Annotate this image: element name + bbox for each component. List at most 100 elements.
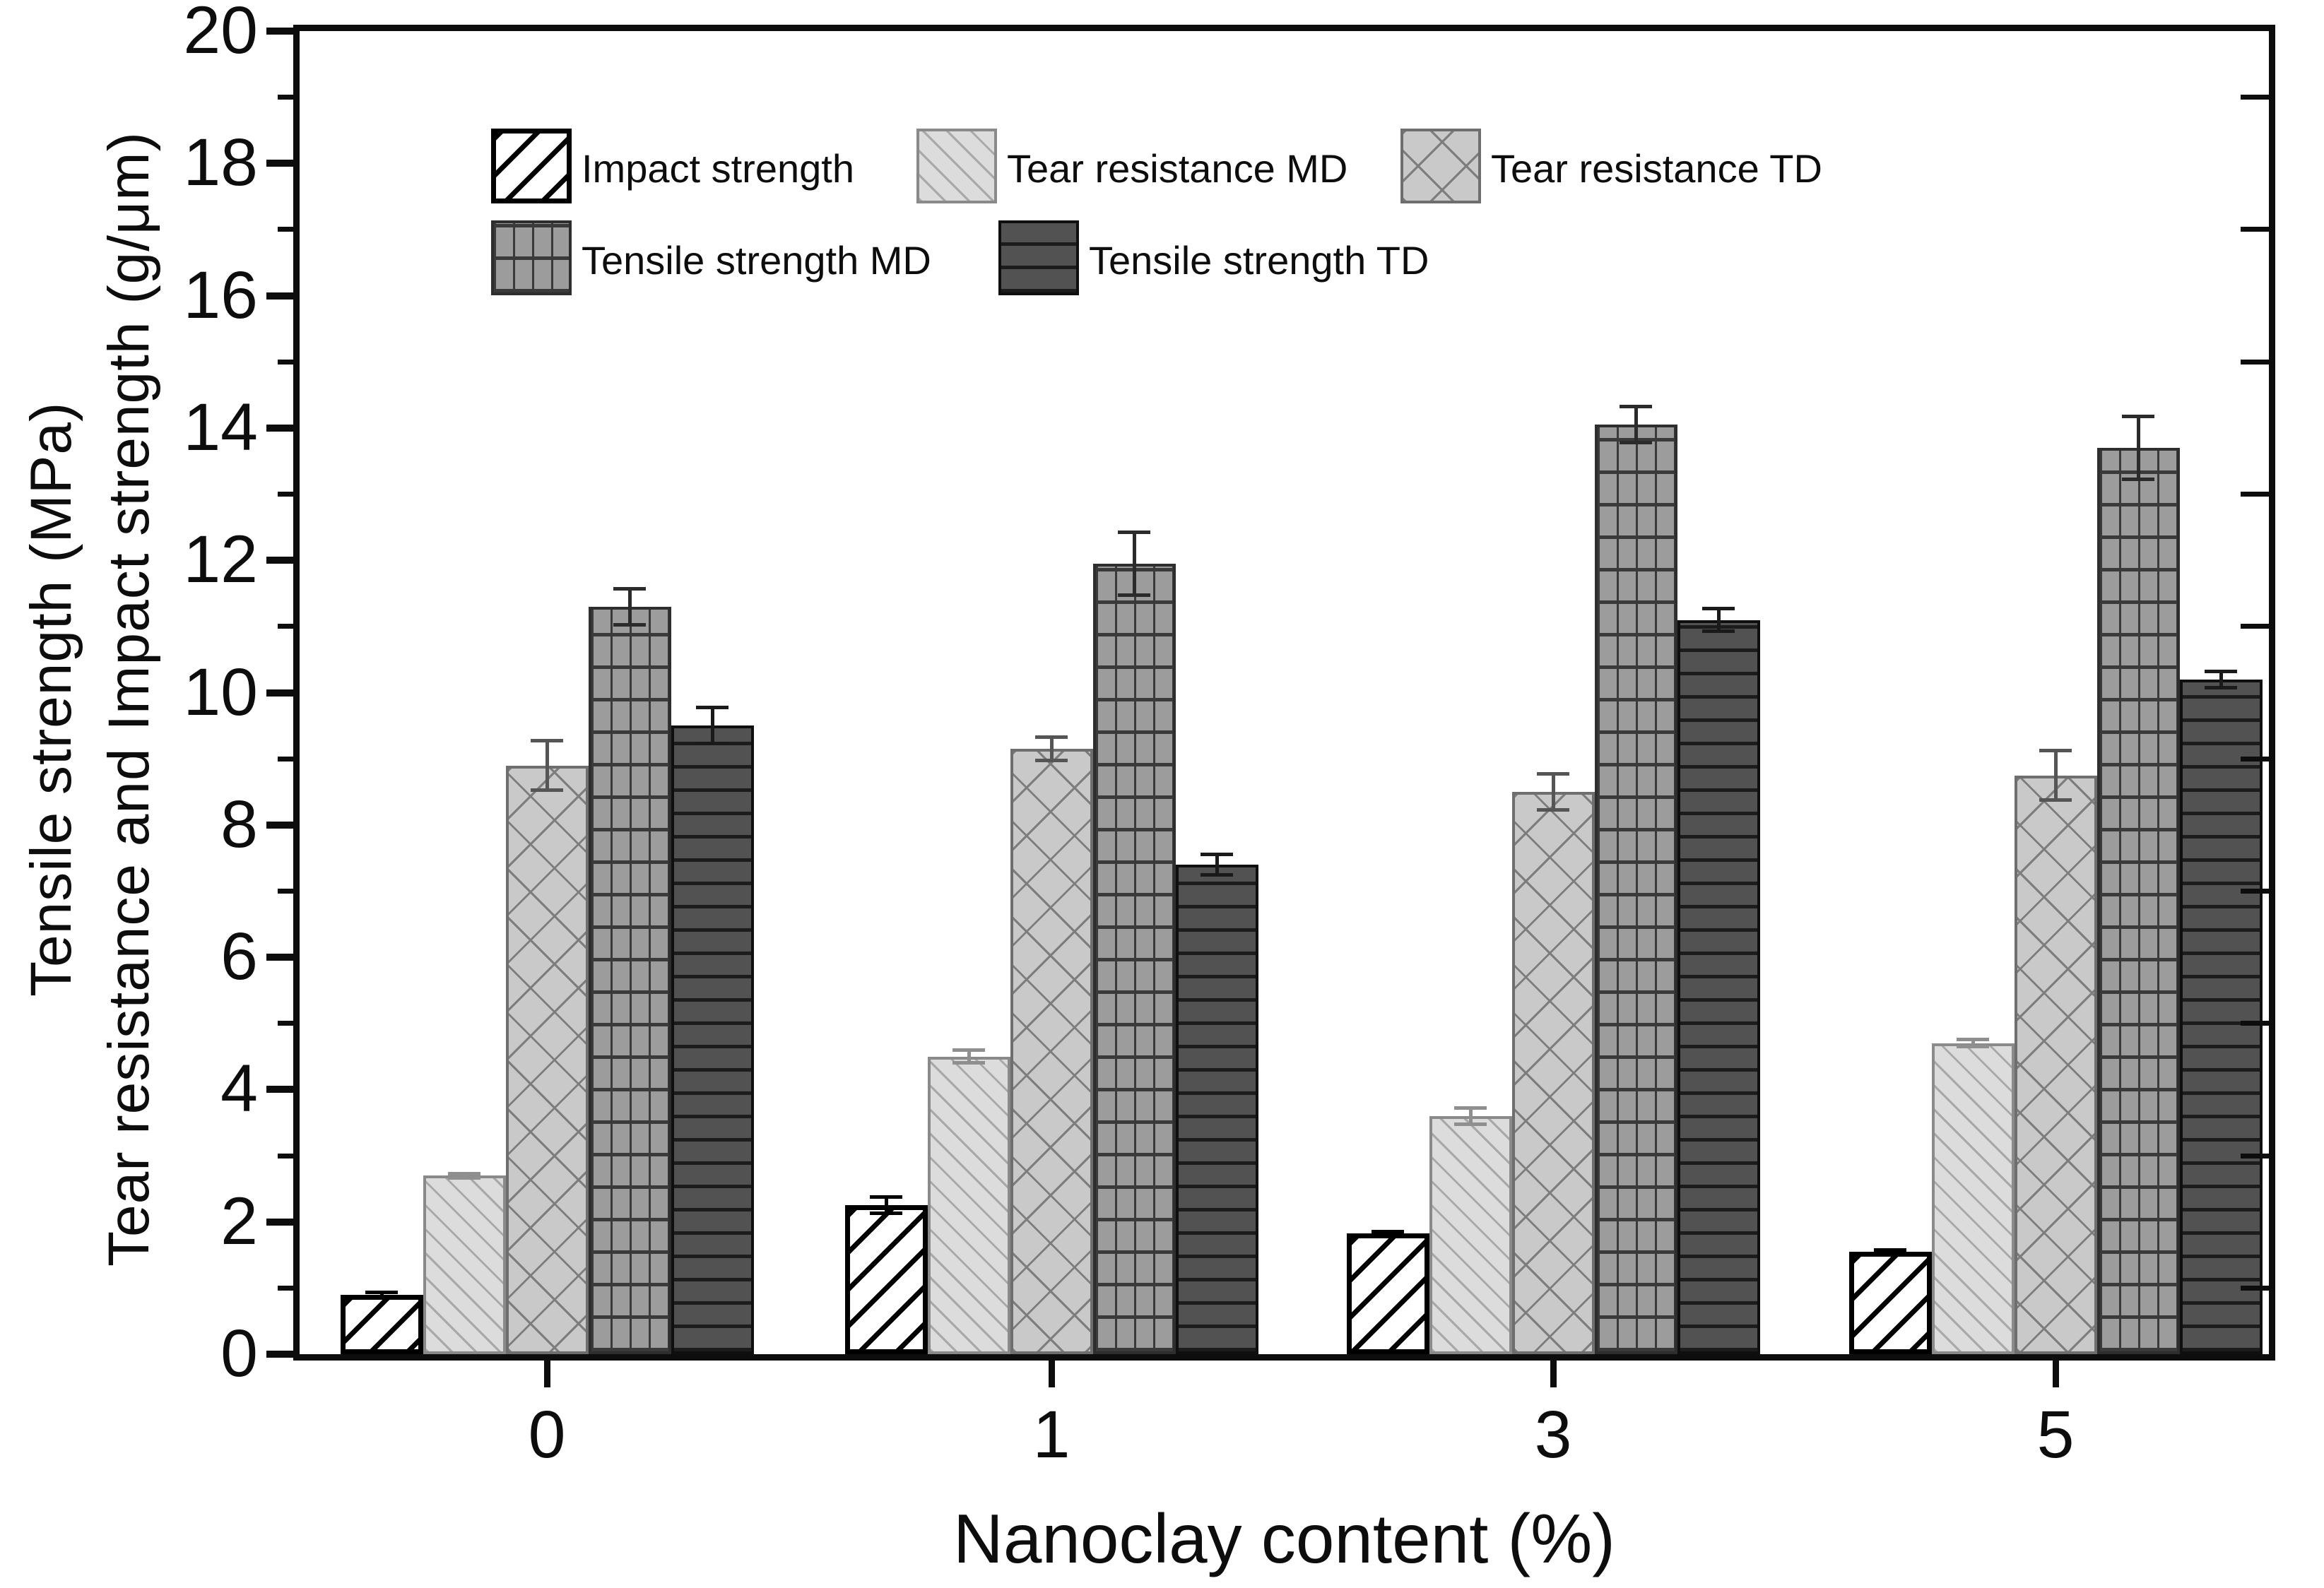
y-major-tick (266, 28, 293, 35)
right-axis-tick (2241, 95, 2269, 100)
error-bar-line (884, 1195, 888, 1216)
x-tick-label: 5 (2036, 1397, 2075, 1472)
y-tick-label: 16 (183, 257, 258, 333)
error-bar (952, 1048, 985, 1065)
error-bar-cap-bottom (870, 1211, 902, 1216)
error-bar-cap-top (531, 739, 563, 743)
error-bar (1957, 1038, 1989, 1049)
y-minor-tick (278, 359, 293, 365)
legend-item: Tear resistance TD (1400, 129, 1895, 203)
error-bar-cap-top (1620, 405, 1652, 409)
error-bar (2039, 749, 2072, 802)
right-axis-tick (2241, 492, 2269, 497)
y-minor-tick (278, 492, 293, 497)
y-major-tick (266, 1218, 293, 1226)
y-major-tick (266, 160, 293, 167)
error-bar-line (1132, 531, 1136, 597)
error-bar-line (1551, 771, 1555, 812)
bar-back-diagonal (1346, 1233, 1429, 1354)
error-bar-cap-top (696, 706, 729, 710)
error-bar (1118, 531, 1150, 597)
bar-fwd-diagonal (423, 1175, 506, 1354)
error-bar-cap-bottom (2039, 798, 2072, 802)
x-tick (2052, 1361, 2059, 1387)
y-minor-tick (278, 624, 293, 629)
error-bar-line (1716, 606, 1721, 634)
error-bar (531, 739, 563, 792)
y-tick-label: 2 (220, 1183, 258, 1259)
right-axis-tick (2241, 1285, 2269, 1291)
y-major-tick (266, 821, 293, 829)
error-bar-line (627, 586, 632, 627)
y-minor-tick (278, 1021, 293, 1026)
error-bar-cap-top (365, 1291, 398, 1295)
error-bar-cap-top (2039, 749, 2072, 753)
error-bar-cap-bottom (2122, 477, 2154, 481)
error-bar-line (967, 1048, 971, 1065)
error-bar-line (1634, 405, 1638, 445)
error-bar (365, 1291, 398, 1299)
bar-crosshatch (505, 765, 589, 1354)
y-minor-tick (278, 888, 293, 894)
error-bar (1201, 853, 1233, 877)
bar-fwd-diagonal (927, 1056, 1010, 1354)
legend-swatch-horizontal (998, 220, 1079, 295)
error-bar-line (379, 1291, 384, 1299)
y-minor-tick (278, 1285, 293, 1291)
legend-label: Impact strength (582, 146, 854, 191)
right-axis-tick (2241, 1021, 2269, 1026)
error-bar (448, 1171, 480, 1180)
y-tick-label: 4 (220, 1051, 258, 1127)
error-bar-cap-bottom (1372, 1233, 1404, 1237)
y-major-tick (266, 424, 293, 432)
error-bar-cap-bottom (1702, 629, 1735, 634)
error-bar-cap-top (1118, 531, 1150, 535)
error-bar-line (1049, 735, 1054, 762)
bar-crosshatch (2014, 775, 2097, 1354)
error-bar-cap-top (448, 1171, 480, 1175)
error-bar-cap-top (1035, 735, 1068, 740)
error-bar-cap-bottom (1201, 872, 1233, 877)
y-minor-tick (278, 756, 293, 762)
error-bar-cap-top (613, 586, 646, 591)
error-bar-line (1468, 1106, 1473, 1126)
y-major-tick (266, 292, 293, 300)
error-bar-cap-top (952, 1048, 985, 1053)
error-bar-cap-bottom (696, 742, 729, 746)
x-tick (543, 1361, 550, 1387)
y-major-tick (266, 557, 293, 564)
error-bar-cap-bottom (1874, 1251, 1906, 1255)
error-bar-cap-bottom (1118, 593, 1150, 597)
legend-label: Tensile strength TD (1089, 238, 1429, 283)
legend-swatch-crosshatch (1400, 129, 1481, 203)
y-tick-label: 6 (220, 919, 258, 995)
right-axis-tick (2241, 756, 2269, 762)
error-bar-line (1971, 1038, 1975, 1049)
error-bar (1537, 771, 1569, 812)
y-tick-label: 18 (183, 125, 258, 201)
legend-label: Tear resistance MD (1007, 146, 1348, 191)
right-axis-tick (2241, 1153, 2269, 1159)
legend-item: Impact strength (491, 129, 986, 203)
bar-horizontal (1677, 620, 1760, 1354)
bar-crosshatch (1010, 749, 1093, 1354)
legend-item: Tear resistance MD (916, 129, 1411, 203)
y-minor-tick (278, 95, 293, 100)
bar-grid (1092, 563, 1176, 1354)
bar-grid (588, 606, 671, 1354)
error-bar (613, 586, 646, 627)
error-bar-cap-bottom (1620, 441, 1652, 445)
error-bar-cap-top (1372, 1229, 1404, 1233)
y-major-tick (266, 1351, 293, 1358)
error-bar (1620, 405, 1652, 445)
error-bar-cap-top (1454, 1106, 1487, 1110)
legend-item: Tensile strength TD (998, 220, 1493, 295)
bar-grid (1594, 425, 1677, 1354)
bar-horizontal (2179, 679, 2263, 1354)
x-tick (1048, 1361, 1055, 1387)
error-bar-cap-top (1957, 1038, 1989, 1042)
error-bar (2205, 669, 2237, 689)
error-bar-cap-top (1702, 606, 1735, 610)
error-bar-cap-bottom (1035, 758, 1068, 762)
